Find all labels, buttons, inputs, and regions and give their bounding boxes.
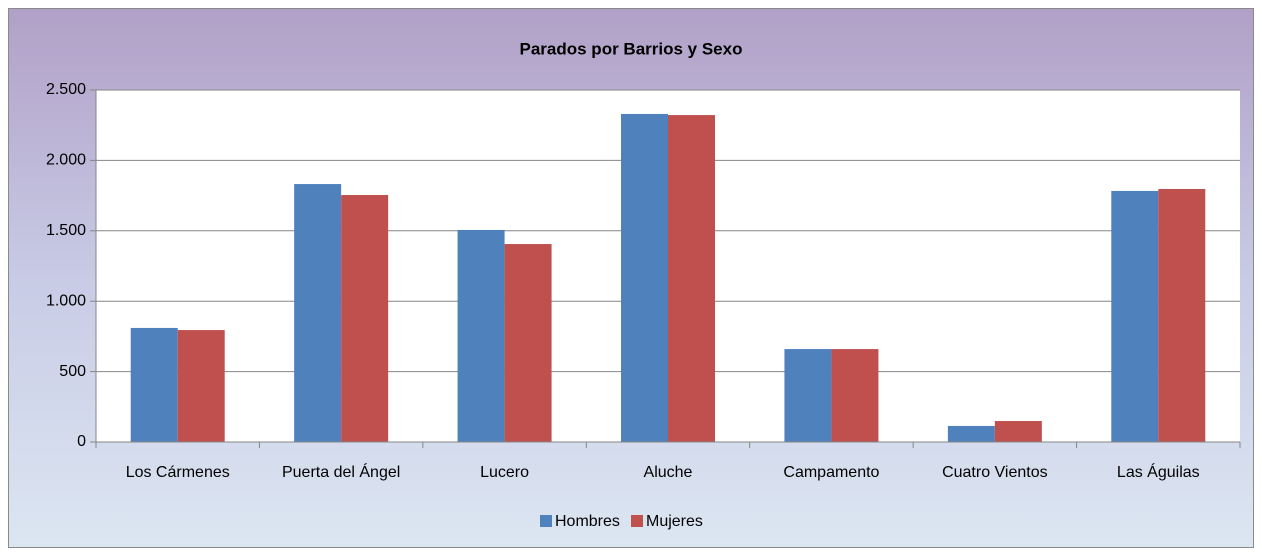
x-tick-label: Los Cármenes xyxy=(126,464,230,481)
y-tick-label: 2.000 xyxy=(46,152,86,169)
chart-title: Parados por Barrios y Sexo xyxy=(520,39,743,58)
x-tick-label: Aluche xyxy=(644,464,693,481)
bar xyxy=(621,113,668,442)
bar xyxy=(784,349,832,442)
y-tick-label: 1.000 xyxy=(46,292,86,309)
bar xyxy=(177,330,225,442)
legend-swatch xyxy=(631,515,643,527)
bar xyxy=(130,327,178,442)
bar xyxy=(668,115,715,442)
x-tick-label: Campamento xyxy=(783,464,879,481)
y-tick-label: 1.500 xyxy=(46,222,86,239)
bar xyxy=(504,244,552,442)
y-tick-label: 2.500 xyxy=(46,81,86,98)
x-tick-label: Las Águilas xyxy=(1117,462,1200,481)
legend-label: Mujeres xyxy=(646,513,703,530)
bar xyxy=(341,195,389,442)
y-tick-label: 0 xyxy=(77,433,86,450)
bar xyxy=(294,184,342,443)
legend-swatch xyxy=(540,515,552,527)
bar xyxy=(831,349,879,442)
x-tick-label: Puerta del Ángel xyxy=(282,462,400,481)
bar xyxy=(1111,190,1159,442)
bar xyxy=(457,229,505,442)
y-tick-label: 500 xyxy=(59,363,86,380)
x-tick-label: Lucero xyxy=(480,464,529,481)
bar xyxy=(947,425,995,442)
x-tick-label: Cuatro Vientos xyxy=(942,464,1048,481)
bar xyxy=(994,421,1042,442)
legend-label: Hombres xyxy=(555,513,620,530)
bar xyxy=(1158,188,1206,442)
